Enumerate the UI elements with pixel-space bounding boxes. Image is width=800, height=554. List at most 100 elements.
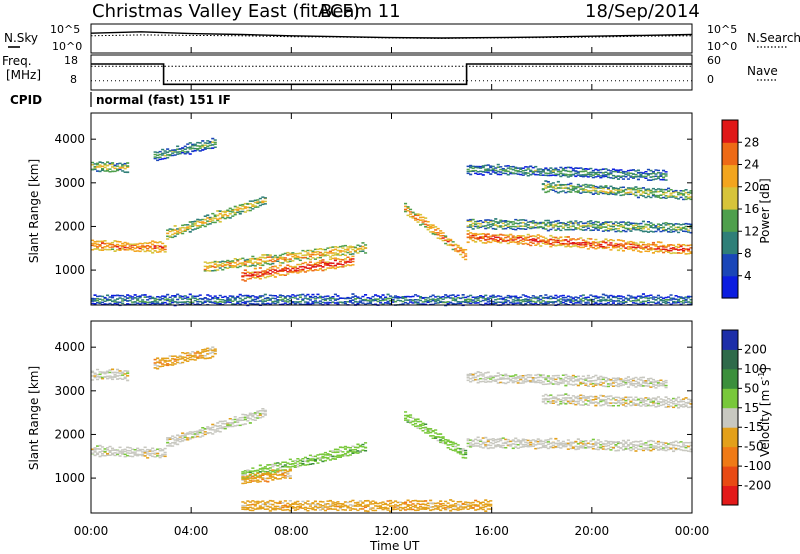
heatmap-cell bbox=[576, 224, 580, 226]
heatmap-cell bbox=[223, 261, 227, 263]
heatmap-cell bbox=[501, 168, 505, 170]
heatmap-cell bbox=[271, 258, 275, 260]
heatmap-cell bbox=[659, 175, 663, 177]
heatmap-cell bbox=[546, 169, 550, 172]
heatmap-cell bbox=[123, 298, 127, 301]
heatmap-cell bbox=[674, 229, 678, 232]
heatmap-cell bbox=[564, 174, 568, 177]
heatmap-cell bbox=[231, 423, 235, 425]
heatmap-cell bbox=[616, 175, 620, 177]
heatmap-cell bbox=[516, 300, 520, 302]
heatmap-cell bbox=[273, 469, 277, 472]
heatmap-cell bbox=[491, 438, 495, 440]
heatmap-cell bbox=[451, 443, 455, 445]
heatmap-cell bbox=[333, 455, 337, 458]
frequency-series-line bbox=[91, 63, 692, 86]
heatmap-cell bbox=[203, 148, 207, 150]
heatmap-cell bbox=[626, 227, 630, 230]
heatmap-cell bbox=[544, 446, 548, 449]
heatmap-cell bbox=[484, 220, 488, 223]
heatmap-cell bbox=[231, 418, 235, 421]
heatmap-cell bbox=[333, 448, 337, 451]
heatmap-cell bbox=[591, 186, 595, 189]
heatmap-cell bbox=[621, 226, 625, 229]
heatmap-cell bbox=[539, 376, 543, 378]
heatmap-cell bbox=[641, 300, 645, 303]
heatmap-cell bbox=[404, 295, 408, 298]
heatmap-cell bbox=[474, 296, 478, 298]
heatmap-cell bbox=[163, 154, 167, 157]
heatmap-cell bbox=[424, 432, 428, 434]
heatmap-cell bbox=[123, 167, 127, 170]
heatmap-cell bbox=[509, 237, 513, 240]
heatmap-cell bbox=[113, 250, 117, 252]
heatmap-cell bbox=[106, 370, 110, 373]
heatmap-cell bbox=[466, 298, 470, 301]
heatmap-cell bbox=[311, 458, 315, 460]
heatmap-cell bbox=[108, 454, 112, 456]
heatmap-cell bbox=[479, 170, 483, 173]
heatmap-cell bbox=[687, 244, 691, 247]
heatmap-cell bbox=[514, 172, 518, 175]
heatmap-cell bbox=[546, 168, 550, 171]
heatmap-cell bbox=[569, 443, 573, 445]
heatmap-cell bbox=[544, 376, 548, 379]
heatmap-cell bbox=[141, 294, 145, 296]
heatmap-cell bbox=[564, 380, 568, 382]
heatmap-cell bbox=[481, 375, 485, 377]
heatmap-cell bbox=[541, 383, 545, 386]
heatmap-cell bbox=[208, 220, 212, 223]
heatmap-cell bbox=[231, 261, 235, 263]
heatmap-cell bbox=[586, 172, 590, 174]
heatmap-cell bbox=[566, 402, 570, 404]
heatmap-cell bbox=[519, 375, 523, 377]
heatmap-cell bbox=[529, 173, 533, 176]
heatmap-cell bbox=[659, 441, 663, 444]
heatmap-cell bbox=[348, 297, 352, 299]
heatmap-cell bbox=[684, 198, 688, 201]
heatmap-cell bbox=[281, 476, 285, 479]
heatmap-cell bbox=[218, 298, 222, 301]
heatmap-cell bbox=[233, 262, 237, 264]
heatmap-cell bbox=[504, 165, 508, 167]
heatmap-cell bbox=[559, 403, 563, 405]
heatmap-cell bbox=[211, 351, 215, 354]
heatmap-cell bbox=[469, 302, 473, 305]
heatmap-cell bbox=[571, 245, 575, 247]
heatmap-cell bbox=[654, 230, 658, 233]
heatmap-cell bbox=[526, 296, 530, 298]
heatmap-cell bbox=[116, 375, 120, 377]
heatmap-cell bbox=[266, 471, 270, 474]
heatmap-cell bbox=[484, 233, 488, 236]
heatmap-cell bbox=[494, 238, 498, 241]
heatmap-cell bbox=[594, 448, 598, 450]
heatmap-cell bbox=[579, 298, 583, 301]
heatmap-cell bbox=[489, 165, 493, 168]
heatmap-cell bbox=[656, 196, 660, 198]
heatmap-cell bbox=[616, 243, 620, 246]
heatmap-cell bbox=[534, 439, 538, 442]
heatmap-cell bbox=[606, 440, 610, 443]
heatmap-cell bbox=[526, 168, 530, 170]
heatmap-cell bbox=[539, 172, 543, 174]
heatmap-cell bbox=[246, 416, 250, 418]
heatmap-cell bbox=[606, 379, 610, 381]
heatmap-cell bbox=[96, 295, 100, 298]
heatmap-cell bbox=[303, 261, 307, 264]
heatmap-cell bbox=[411, 215, 415, 218]
heatmap-cell bbox=[559, 394, 563, 396]
heatmap-cell bbox=[258, 258, 262, 261]
heatmap-cell bbox=[281, 262, 285, 264]
heatmap-cell bbox=[634, 188, 638, 191]
heatmap-cell bbox=[228, 210, 232, 213]
heatmap-cell bbox=[326, 457, 330, 460]
heatmap-cell bbox=[153, 151, 157, 153]
heatmap-cell bbox=[611, 187, 615, 189]
heatmap-cell bbox=[646, 243, 650, 245]
heatmap-cell bbox=[604, 185, 608, 187]
heatmap-cell bbox=[113, 375, 117, 377]
heatmap-cell bbox=[271, 271, 275, 273]
heatmap-cell bbox=[406, 295, 410, 298]
heatmap-cell bbox=[461, 250, 465, 252]
heatmap-cell bbox=[541, 174, 545, 176]
